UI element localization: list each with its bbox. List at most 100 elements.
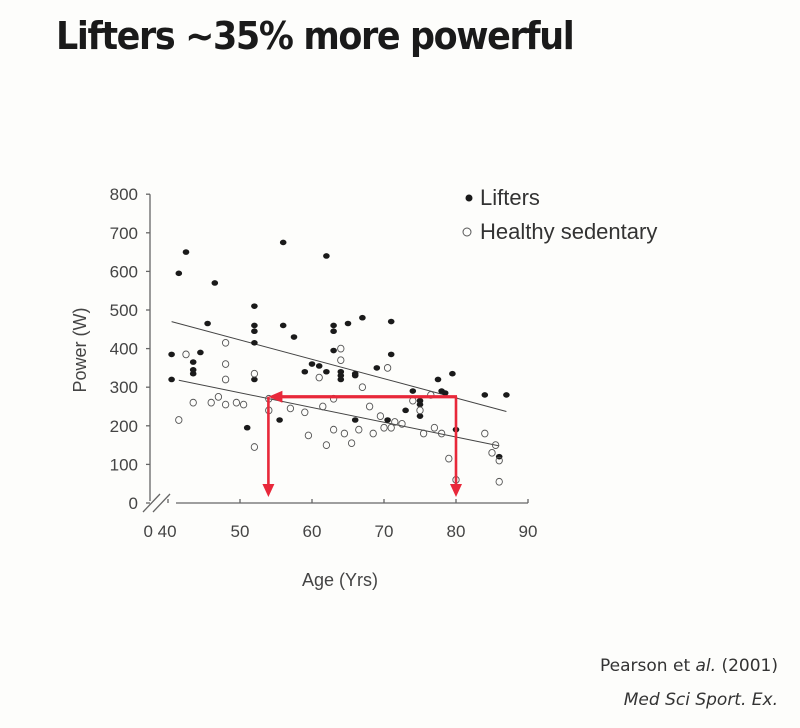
- sedentary-point: [369, 429, 377, 438]
- sedentary-point: [380, 423, 388, 432]
- lifter-point: [359, 314, 366, 321]
- sedentary-point: [437, 429, 446, 438]
- lifter-point: [495, 453, 503, 460]
- legend: Lifters Healthy sedentary: [462, 185, 657, 244]
- lifter-point: [337, 376, 345, 383]
- y-tick-label: 400: [110, 340, 138, 359]
- lifter-point: [441, 390, 449, 396]
- lifter-point: [301, 368, 309, 375]
- lifter-point: [409, 388, 417, 394]
- sedentary-point: [329, 425, 338, 434]
- sedentary-point: [358, 383, 367, 392]
- sedentary-point: [445, 454, 453, 463]
- lifter-point: [481, 392, 489, 398]
- arrowhead-icon: [262, 484, 275, 497]
- lifter-point: [243, 424, 251, 431]
- x-tick-label: 70: [375, 522, 394, 541]
- sedentary-point: [175, 416, 183, 424]
- axes: [142, 193, 529, 513]
- lifter-point: [402, 407, 409, 414]
- sedentary-point: [481, 429, 489, 438]
- sedentary-point: [387, 423, 395, 432]
- data-points: [168, 239, 510, 486]
- lifter-point: [337, 368, 345, 375]
- sedentary-point: [365, 402, 374, 411]
- lifter-point: [279, 322, 287, 329]
- lifter-point: [251, 376, 258, 383]
- citation-authors: Pearson et al. (2001): [600, 656, 778, 676]
- sedentary-point: [221, 338, 230, 347]
- sedentary-point: [398, 420, 406, 428]
- sedentary-point: [221, 360, 230, 368]
- lifter-point: [315, 363, 323, 369]
- lifter-point: [344, 320, 352, 327]
- x-tick-label: 80: [447, 522, 466, 541]
- sedentary-point: [347, 439, 356, 448]
- lifter-point: [330, 347, 337, 354]
- sedentary-point: [322, 441, 331, 449]
- slide-title: Lifters ~35% more powerful: [56, 14, 575, 58]
- sedentary-point: [337, 344, 345, 353]
- lifter-point: [204, 320, 211, 327]
- sedentary-point: [221, 400, 230, 409]
- lifter-point: [251, 340, 258, 346]
- legend-sedentary: Healthy sedentary: [480, 219, 657, 244]
- lifter-point: [290, 334, 298, 340]
- sedentary-point: [419, 429, 428, 438]
- sedentary-point: [376, 412, 385, 421]
- sedentary-point: [430, 423, 439, 432]
- x-tick-label: 0 40: [143, 522, 176, 541]
- sedentary-point: [319, 402, 327, 411]
- lifter-point: [251, 322, 258, 329]
- lifter-point: [449, 370, 456, 377]
- sedentary-point: [491, 441, 500, 449]
- y-tick-label: 700: [110, 224, 138, 243]
- sedentary-point: [207, 398, 215, 407]
- legend-open-circle-icon: [462, 227, 472, 237]
- sedentary-point: [250, 369, 259, 378]
- red-arrow-annotation: [262, 390, 462, 497]
- sedentary-point: [239, 400, 248, 409]
- lifter-point: [211, 280, 219, 286]
- sedentary-point: [488, 448, 496, 457]
- lifter-point: [387, 318, 395, 325]
- sedentary-point: [355, 425, 363, 434]
- legend-filled-circle-icon: [465, 194, 473, 202]
- sedentary-point: [340, 429, 349, 438]
- trendline: [178, 379, 500, 447]
- axis-labels: 0 100 200 300 400 500 600 700 800 0 40 50 60 70 80 90 A…: [70, 185, 537, 590]
- sedentary-point: [189, 398, 197, 407]
- lifter-point: [276, 417, 283, 423]
- x-tick-label: 90: [519, 522, 538, 541]
- sedentary-point: [301, 408, 309, 417]
- lifter-point: [251, 303, 258, 309]
- lifter-point: [189, 370, 197, 377]
- sedentary-point: [250, 443, 259, 451]
- x-tick-label: 60: [303, 522, 322, 541]
- lifter-point: [330, 322, 337, 329]
- lifter-point: [373, 365, 381, 371]
- lifter-point: [351, 372, 359, 379]
- sedentary-point: [416, 406, 424, 415]
- sedentary-point: [495, 456, 503, 465]
- lifter-point: [337, 372, 345, 379]
- lifter-point: [175, 270, 183, 277]
- y-tick-label: 500: [110, 301, 138, 320]
- lifter-point: [503, 392, 510, 398]
- sedentary-point: [337, 356, 345, 365]
- y-tick-label: 800: [110, 185, 138, 204]
- lifter-point: [279, 239, 287, 246]
- sedentary-point: [214, 393, 223, 401]
- citation-journal: Med Sci Sport. Ex.: [623, 690, 778, 710]
- sedentary-point: [304, 431, 313, 440]
- sedentary-point: [383, 364, 392, 372]
- lifter-point: [308, 361, 316, 367]
- lifter-point: [384, 417, 391, 423]
- lifter-point: [189, 367, 197, 373]
- legend-lifters: Lifters: [480, 185, 540, 210]
- lifter-point: [351, 417, 359, 423]
- y-tick-label: 600: [110, 262, 138, 281]
- sedentary-point: [232, 398, 241, 407]
- lifter-point: [323, 368, 330, 375]
- sedentary-point: [286, 404, 295, 413]
